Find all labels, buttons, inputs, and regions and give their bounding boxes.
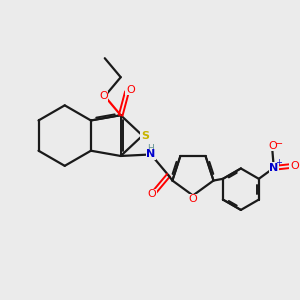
Text: O: O	[99, 91, 108, 101]
Text: S: S	[141, 130, 149, 141]
Text: −: −	[274, 139, 283, 149]
Text: H: H	[148, 144, 154, 153]
Text: O: O	[290, 161, 298, 171]
Text: O: O	[189, 194, 197, 204]
Text: O: O	[148, 189, 156, 200]
Text: O: O	[126, 85, 135, 94]
Text: N: N	[146, 149, 156, 160]
Text: +: +	[276, 158, 282, 167]
Text: N: N	[269, 163, 278, 173]
Text: O: O	[268, 141, 277, 151]
